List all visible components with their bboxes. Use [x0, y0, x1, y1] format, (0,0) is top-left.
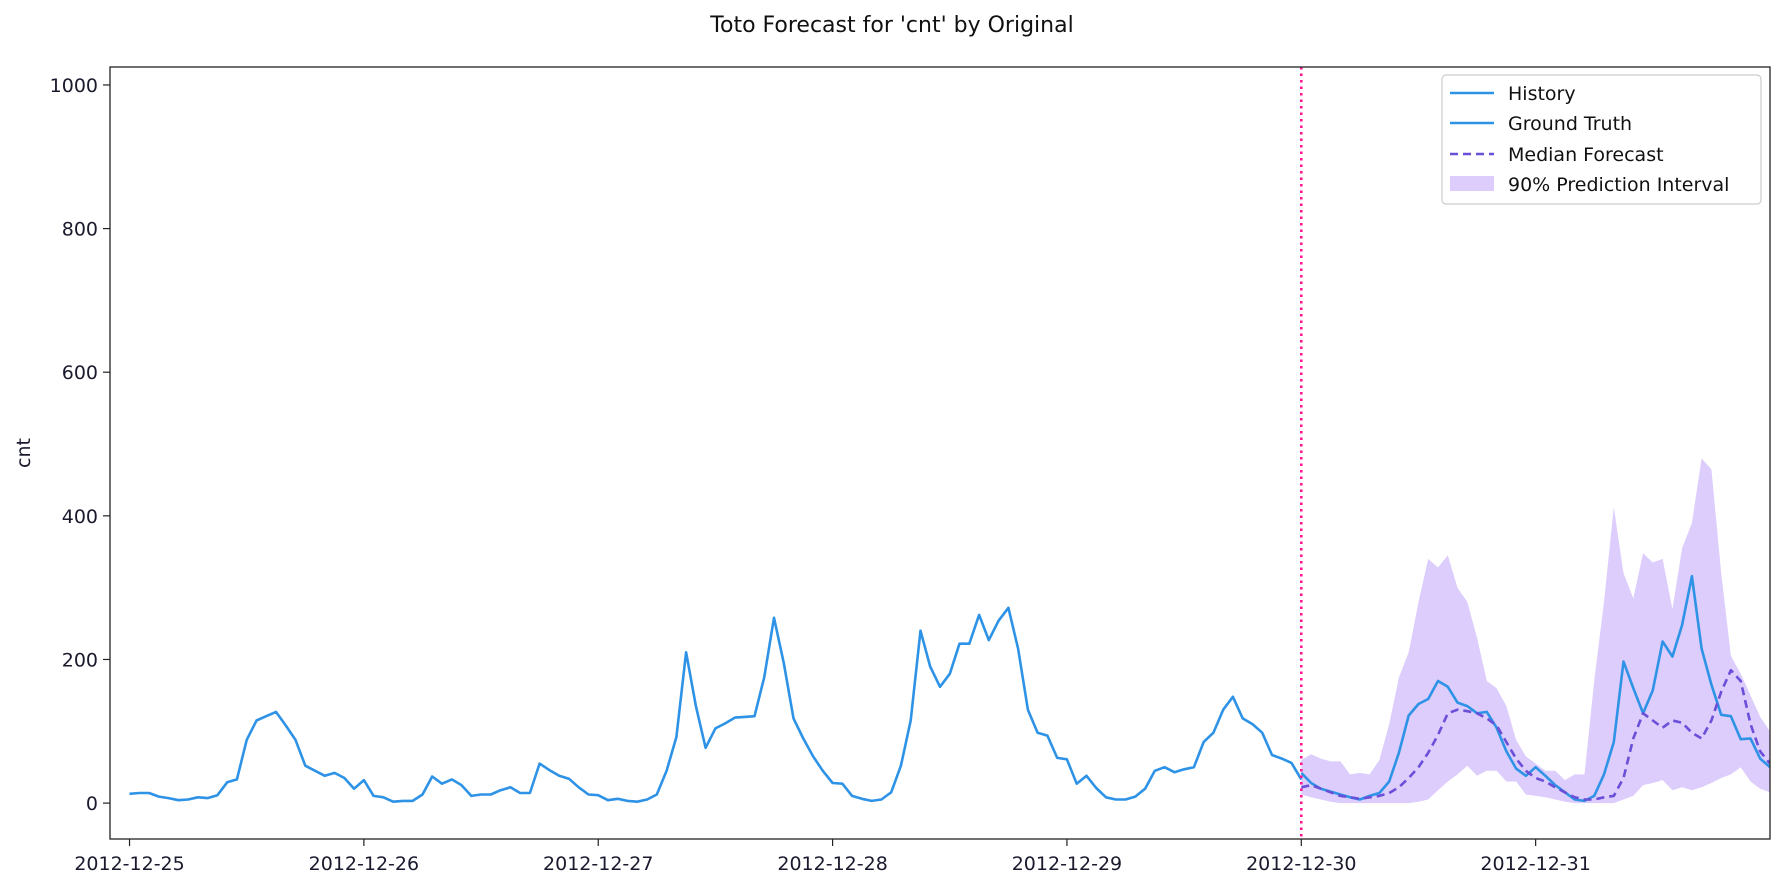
y-tick-label: 1000 — [50, 75, 98, 97]
x-tick-label: 2012-12-30 — [1246, 853, 1356, 875]
x-tick-label: 2012-12-27 — [543, 853, 653, 875]
x-tick-label: 2012-12-29 — [1012, 853, 1122, 875]
y-tick-label: 0 — [86, 793, 98, 815]
y-axis-label: cnt — [13, 438, 35, 468]
legend-history-label: History — [1508, 83, 1576, 105]
y-tick-label: 600 — [62, 362, 98, 384]
median-forecast-line — [1301, 668, 1770, 801]
legend-interval-label: 90% Prediction Interval — [1508, 174, 1729, 196]
legend: History Ground Truth Median Forecast 90%… — [1441, 74, 1762, 205]
ground-truth-line — [1300, 574, 1770, 803]
y-tick-label: 200 — [62, 649, 98, 671]
chart-title: Toto Forecast for 'cnt' by Original — [709, 13, 1073, 38]
x-axis: 2012-12-25 2012-12-26 2012-12-27 2012-12-28… — [74, 839, 1591, 875]
legend-median-forecast-label: Median Forecast — [1508, 144, 1664, 166]
plot-area — [129, 67, 1770, 839]
x-tick-label: 2012-12-28 — [777, 853, 887, 875]
x-tick-label: 2012-12-31 — [1480, 853, 1590, 875]
history-line — [129, 606, 1303, 803]
x-tick-label: 2012-12-25 — [74, 853, 184, 875]
plot-frame — [109, 66, 1771, 840]
y-tick-label: 800 — [62, 219, 98, 241]
legend-interval-swatch — [1450, 176, 1494, 191]
y-axis: 0 200 400 600 800 1000 — [50, 75, 110, 815]
legend-box — [1441, 74, 1762, 205]
legend-ground-truth-label: Ground Truth — [1508, 113, 1632, 135]
prediction-interval-band — [1301, 458, 1770, 804]
x-tick-label: 2012-12-26 — [309, 853, 419, 875]
y-tick-label: 400 — [62, 506, 98, 528]
